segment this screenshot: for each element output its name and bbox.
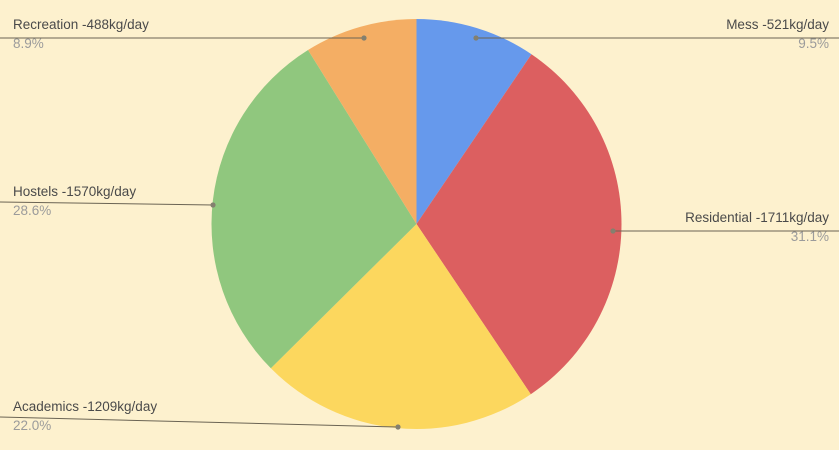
pie-slice-academics[interactable] <box>270 224 531 429</box>
pie-slice-mess[interactable] <box>416 19 532 224</box>
pie-label-academics[interactable]: Academics -1209kg/day 22.0% <box>13 398 157 434</box>
pie-label-academics-percent: 22.0% <box>13 418 52 433</box>
leader-dot-recreation <box>361 35 367 41</box>
pie-label-mess-title: Mess -521kg/day <box>726 17 829 32</box>
leader-line-academics <box>0 416 399 428</box>
pie-label-residential-percent: 31.1% <box>790 229 829 244</box>
pie-label-recreation-percent: 8.9% <box>13 36 44 51</box>
pie-label-recreation-title: Recreation -488kg/day <box>13 17 149 32</box>
pie-label-mess-percent: 9.5% <box>798 36 829 51</box>
leader-dot-hostels <box>210 202 216 208</box>
pie-label-hostels-title: Hostels -1570kg/day <box>13 184 137 199</box>
pie-label-hostels-percent: 28.6% <box>13 203 52 218</box>
pie-slice-recreation[interactable] <box>308 19 417 224</box>
leader-line-hostels <box>0 201 214 206</box>
leader-dot-mess <box>473 35 479 41</box>
pie-slice-hostels[interactable] <box>211 50 417 369</box>
pie-label-hostels[interactable]: Hostels -1570kg/day 28.6% <box>13 183 136 219</box>
pie-label-residential[interactable]: Residential -1711kg/day 31.1% <box>685 209 829 245</box>
pie-slices <box>211 19 622 429</box>
pie-label-recreation[interactable]: Recreation -488kg/day 8.9% <box>13 16 149 52</box>
leader-lines <box>0 37 839 428</box>
leader-dots <box>210 35 616 430</box>
leader-dot-academics <box>395 424 401 430</box>
pie-label-academics-title: Academics -1209kg/day <box>13 399 158 414</box>
leader-dot-residential <box>610 228 616 234</box>
pie-slice-residential[interactable] <box>416 54 622 395</box>
pie-label-mess[interactable]: Mess -521kg/day 9.5% <box>726 16 829 52</box>
pie-label-residential-title: Residential -1711kg/day <box>685 210 829 225</box>
